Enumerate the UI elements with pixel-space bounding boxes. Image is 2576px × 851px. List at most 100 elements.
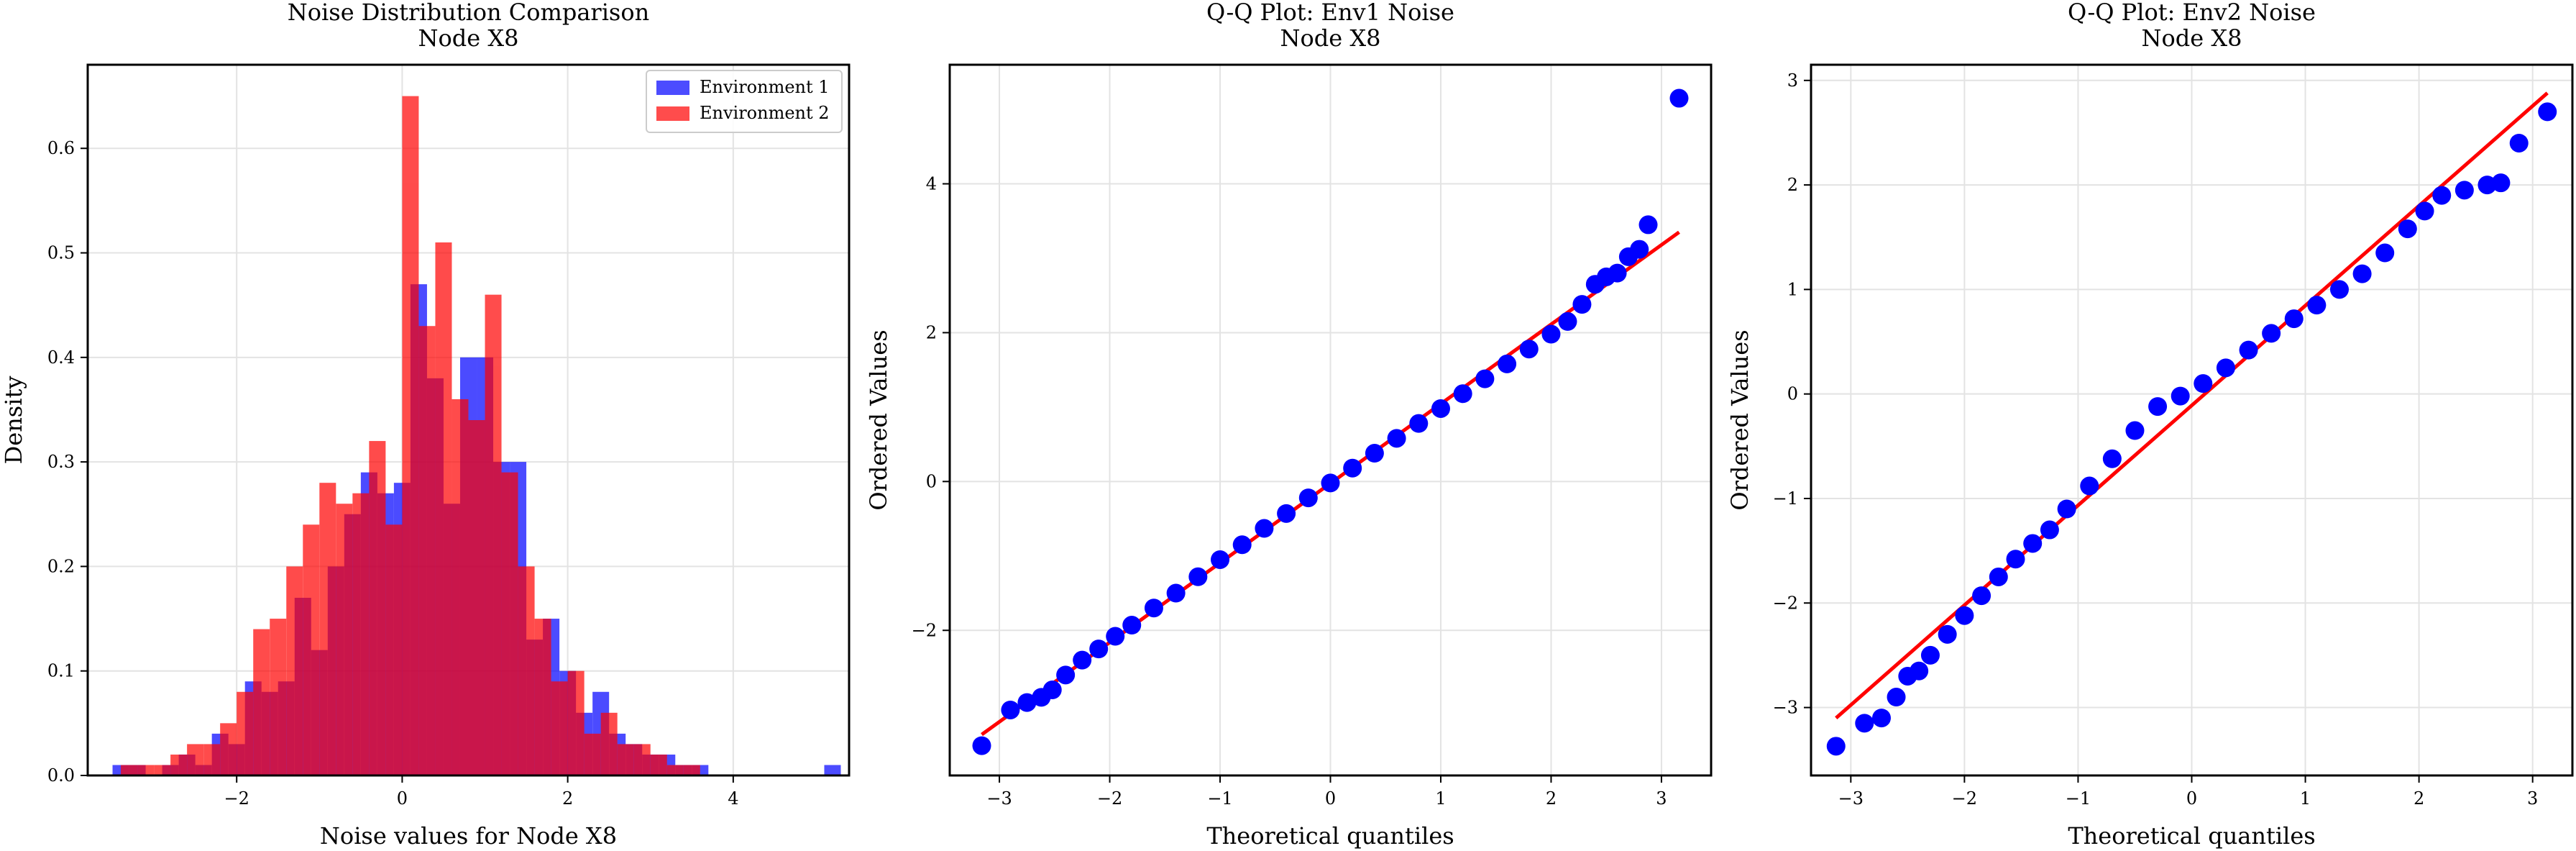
histogram-bar — [154, 765, 171, 775]
qq-points — [1826, 102, 2557, 756]
qq-point — [1365, 444, 1384, 463]
x-tick-label: −3 — [986, 788, 1012, 809]
histogram-bar — [137, 765, 155, 775]
histogram-bar — [303, 524, 320, 775]
qq-point — [1166, 583, 1186, 603]
qq-point — [1106, 627, 1125, 646]
histogram-bar — [584, 733, 601, 775]
histogram-bar — [220, 723, 237, 775]
qq-point — [2284, 309, 2304, 329]
y-tick-label: 0.0 — [47, 765, 75, 786]
qq-point — [1409, 414, 1429, 433]
histogram-bar — [286, 566, 303, 775]
x-tick-label: 2 — [562, 788, 573, 809]
qq-point — [1056, 665, 1076, 685]
histogram-bar — [824, 765, 841, 775]
qq-point — [1630, 240, 1649, 259]
y-tick-label: 4 — [926, 174, 937, 194]
qq-point — [1989, 567, 2008, 586]
x-tick-label: −2 — [1097, 788, 1122, 809]
qq-point — [1519, 340, 1539, 359]
qq-point — [1387, 429, 1406, 448]
qq-point — [2125, 421, 2145, 440]
qq-point — [1498, 354, 1517, 373]
qq-point — [1144, 599, 1163, 618]
qq-point — [1453, 384, 1472, 404]
histogram-bar — [270, 619, 287, 775]
histogram-bar — [418, 326, 436, 775]
x-tick-label: 3 — [1656, 788, 1667, 809]
histogram-bar — [170, 754, 188, 775]
x-tick-label: −1 — [1207, 788, 1232, 809]
qq-point — [2329, 280, 2349, 299]
qq-point — [1572, 295, 1592, 314]
qq-point — [1608, 263, 1627, 283]
legend: Environment 1 Environment 2 — [646, 70, 843, 133]
y-tick-label: 0.3 — [47, 452, 75, 472]
x-tick-label: 4 — [728, 788, 738, 809]
chart-subtitle: Node X8 — [2142, 24, 2242, 52]
x-tick-label: 1 — [1435, 788, 1446, 809]
qq-point — [1211, 550, 1230, 569]
qq-point — [1073, 650, 1092, 670]
histogram-bar — [203, 744, 221, 775]
x-tick-label: 0 — [1325, 788, 1336, 809]
qq-point — [1017, 693, 1037, 712]
qq-point — [1321, 473, 1340, 493]
qq-point — [2057, 499, 2076, 519]
x-tick-label: 2 — [2414, 788, 2424, 809]
histogram-bar — [319, 483, 336, 775]
y-tick-label: 2 — [1787, 175, 1798, 195]
histogram-bar — [501, 472, 518, 775]
x-tick-label: 2 — [1546, 788, 1557, 809]
qq-point — [1920, 645, 1940, 665]
y-tick-label: 1 — [1787, 279, 1798, 299]
legend-entry: Environment 1 — [700, 77, 830, 97]
x-tick-label: 1 — [2300, 788, 2311, 809]
reference-line — [1835, 91, 2549, 719]
histogram-bar — [633, 744, 651, 775]
histogram-bar — [452, 399, 469, 775]
qq-point — [2006, 550, 2025, 569]
qq-point — [1558, 311, 1577, 331]
histogram-bar — [369, 441, 386, 775]
qq-point — [1298, 488, 1318, 508]
qq-point — [2102, 449, 2122, 468]
y-tick-label: 3 — [1787, 70, 1798, 91]
qq-point — [1089, 640, 1109, 659]
qq-point — [1232, 535, 1252, 555]
qq-point — [2454, 181, 2474, 200]
histogram-bar — [187, 744, 204, 775]
histogram-bar — [617, 744, 634, 775]
y-axis-label: Ordered Values — [1726, 329, 1754, 510]
y-tick-label: 0.6 — [47, 138, 75, 158]
y-tick-label: 0 — [926, 471, 937, 491]
qq-point — [2080, 476, 2099, 496]
qq-point — [1541, 324, 1561, 344]
qq-point — [1431, 399, 1450, 418]
histogram-bar — [385, 524, 403, 775]
histogram-bar — [518, 566, 535, 775]
y-tick-label: −2 — [1773, 593, 1798, 613]
qq-point — [2432, 186, 2452, 205]
x-axis-label: Theoretical quantiles — [1206, 822, 1454, 850]
histogram-bar — [121, 765, 138, 775]
qq-point — [2375, 243, 2395, 263]
chart-subtitle: Node X8 — [1280, 24, 1381, 52]
chart-panel-3: −3 −2 −1 0 1 2 3 −3 −2 −1 0 1 2 3 Q-Q Plot: Env2 Noise… — [1726, 0, 2574, 850]
y-axis-label: Density — [0, 376, 27, 465]
y-tick-label: −2 — [912, 620, 937, 640]
chart-title: Q-Q Plot: Env1 Noise — [1206, 0, 1454, 26]
histogram-bar — [336, 504, 353, 775]
qq-point — [1826, 737, 1846, 756]
qq-point — [1343, 458, 1362, 478]
histogram-bar — [253, 629, 270, 775]
legend-box — [646, 70, 843, 133]
qq-point — [1042, 681, 1062, 700]
plot-frame — [86, 63, 851, 777]
qq-point — [2239, 340, 2258, 360]
qq-point — [2398, 219, 2417, 239]
histogram-bar — [237, 691, 254, 775]
x-tick-label: −3 — [1838, 788, 1864, 809]
qq-point — [1122, 616, 1142, 635]
